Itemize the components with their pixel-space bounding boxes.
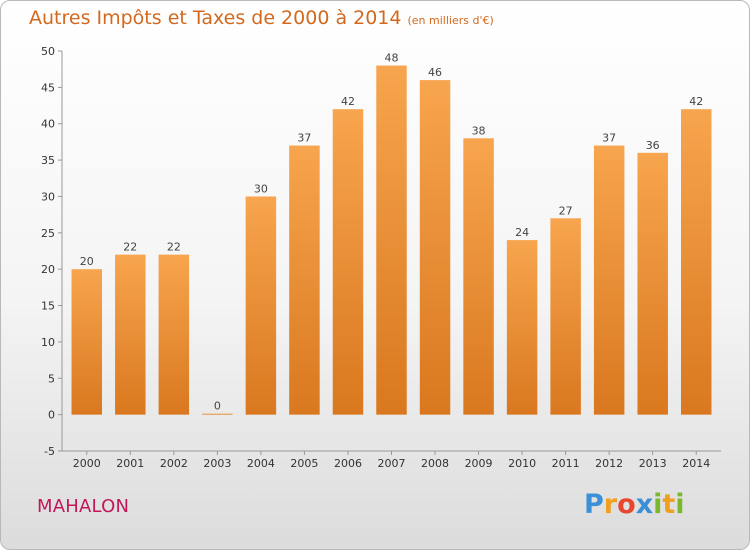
commune-name: MAHALON [37,496,130,517]
bar [419,80,451,415]
bar-value-label: 37 [602,132,616,145]
logo-letter: t [662,489,676,520]
axes: -5 0 5 10 15 20 25 30 35 40 45 50 2000 2001 2002 2003 20… [41,45,721,470]
logo-letter: r [603,489,618,520]
y-tick-label: 50 [41,45,55,58]
y-tick-label: 35 [41,154,55,167]
bar [289,145,320,415]
x-tick-label: 2011 [552,457,580,470]
bar-value-label: 22 [123,241,137,254]
bar-value-label: 48 [385,52,399,65]
y-tick-label: 15 [41,300,55,313]
bar [115,254,146,415]
bar-value-label: 42 [689,95,703,108]
y-tick-label: 0 [48,409,55,422]
logo-letter: o [617,489,636,520]
x-tick-label: 2000 [73,457,101,470]
bar-value-label: 42 [341,95,355,108]
bars [71,65,712,415]
x-tick-label: 2010 [508,457,536,470]
y-tick-label: 30 [41,190,55,203]
x-tick-label: 2004 [247,457,275,470]
bar-value-label: 38 [472,124,486,137]
bar-value-label: 46 [428,66,442,79]
x-tick-label: 2009 [465,457,493,470]
y-tick-label: 25 [41,227,55,240]
bar-value-label: 27 [559,204,573,217]
bar-value-label: 30 [254,182,268,195]
bar-value-label: 20 [80,255,94,268]
bar-value-label: 0 [214,400,221,413]
y-tick-label: 45 [41,81,55,94]
chart-title: Autres Impôts et Taxes de 2000 à 2014 (en… [29,7,494,29]
bar [332,109,364,415]
x-tick-label: 2005 [290,457,318,470]
proxiti-logo: Proxiti [584,489,685,520]
x-tick-label: 2008 [421,457,449,470]
logo-letter: x [635,489,654,520]
chart-unit: (en milliers d'€) [407,14,494,27]
bar [593,145,625,415]
value-labels: 20 22 22 0 30 37 42 48 46 38 24 27 37 36 42 [80,52,703,413]
x-tick-label: 2003 [203,457,231,470]
logo-letter: i [675,489,685,520]
x-tick-label: 2012 [595,457,623,470]
bar [680,109,712,415]
x-tick-label: 2002 [160,457,188,470]
bar [637,152,668,415]
y-tick-label: -5 [44,445,55,458]
x-tick-label: 2014 [682,457,710,470]
bar [376,65,407,415]
x-tick-label: 2001 [116,457,144,470]
logo-letter: i [653,489,663,520]
bar [202,413,233,415]
bar-value-label: 24 [515,226,529,239]
y-tick-label: 5 [48,372,55,385]
bar [158,254,190,415]
y-tick-label: 20 [41,263,55,276]
bar-value-label: 36 [646,139,660,152]
x-tick-label: 2006 [334,457,362,470]
bar [245,196,277,415]
x-tick-label: 2007 [378,457,406,470]
x-tick-label: 2013 [639,457,667,470]
bar-value-label: 37 [297,132,311,145]
y-tick-label: 40 [41,118,55,131]
bar-value-label: 22 [167,241,181,254]
logo-letter: P [584,489,604,520]
bar [71,269,103,415]
y-tick-label: 10 [41,336,55,349]
bar [550,218,581,415]
bar [463,138,494,415]
chart-title-text: Autres Impôts et Taxes de 2000 à 2014 [29,7,402,29]
bar [506,240,538,415]
